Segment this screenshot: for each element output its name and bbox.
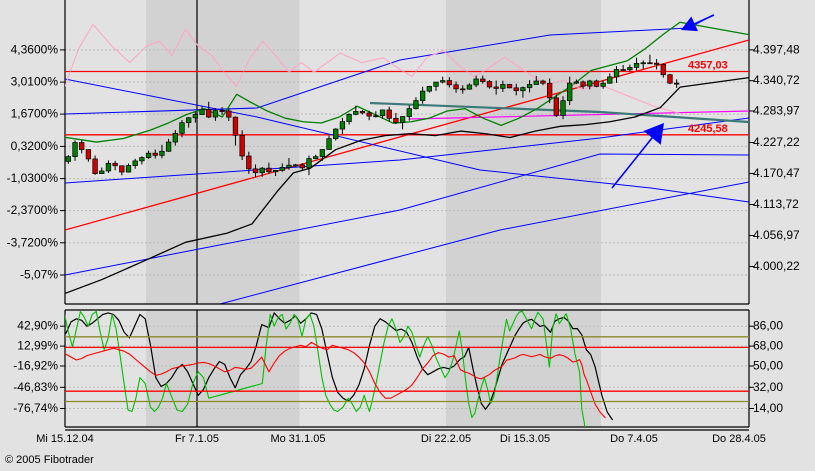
svg-text:-3,7200%: -3,7200% [7,235,59,249]
svg-text:-46,83%: -46,83% [13,380,58,394]
svg-text:4245,58: 4245,58 [688,123,728,135]
svg-text:1,6700%: 1,6700% [11,107,59,121]
svg-text:Di 15.3.05: Di 15.3.05 [500,433,550,445]
svg-text:50,00: 50,00 [753,359,783,373]
svg-text:-2,3700%: -2,3700% [7,203,59,217]
svg-text:4,3600%: 4,3600% [11,42,59,56]
svg-text:-5,07%: -5,07% [20,268,58,282]
svg-text:42,90%: 42,90% [17,319,58,333]
svg-text:86,00: 86,00 [753,319,783,333]
svg-text:-16,92%: -16,92% [13,359,58,373]
svg-text:4.397,48: 4.397,48 [753,42,800,56]
svg-text:4.227,22: 4.227,22 [753,135,800,149]
svg-text:Mo 31.1.05: Mo 31.1.05 [270,433,325,445]
svg-text:Do 7.4.05: Do 7.4.05 [610,433,658,445]
svg-text:Di 22.2.05: Di 22.2.05 [421,433,471,445]
svg-text:-1,0300%: -1,0300% [7,171,59,185]
svg-text:4.283,97: 4.283,97 [753,104,800,118]
svg-text:0,3200%: 0,3200% [11,139,59,153]
svg-text:4.170,47: 4.170,47 [753,166,800,180]
svg-text:-76,74%: -76,74% [13,401,58,415]
svg-text:12,99%: 12,99% [17,339,58,353]
svg-text:4.000,22: 4.000,22 [753,259,800,273]
svg-text:3,0100%: 3,0100% [11,75,59,89]
svg-text:4.340,72: 4.340,72 [753,73,800,87]
svg-text:© 2005 Fibotrader: © 2005 Fibotrader [5,454,94,466]
svg-text:32,00: 32,00 [753,380,783,394]
svg-text:14,00: 14,00 [753,401,783,415]
svg-text:Do 28.4.05: Do 28.4.05 [712,433,766,445]
svg-text:Mi 15.12.04: Mi 15.12.04 [36,433,93,445]
svg-text:Fr 7.1.05: Fr 7.1.05 [175,433,219,445]
svg-text:4.113,72: 4.113,72 [753,197,799,211]
svg-text:4.056,97: 4.056,97 [753,228,800,242]
svg-text:4357,03: 4357,03 [688,60,728,72]
svg-text:68,00: 68,00 [753,339,783,353]
